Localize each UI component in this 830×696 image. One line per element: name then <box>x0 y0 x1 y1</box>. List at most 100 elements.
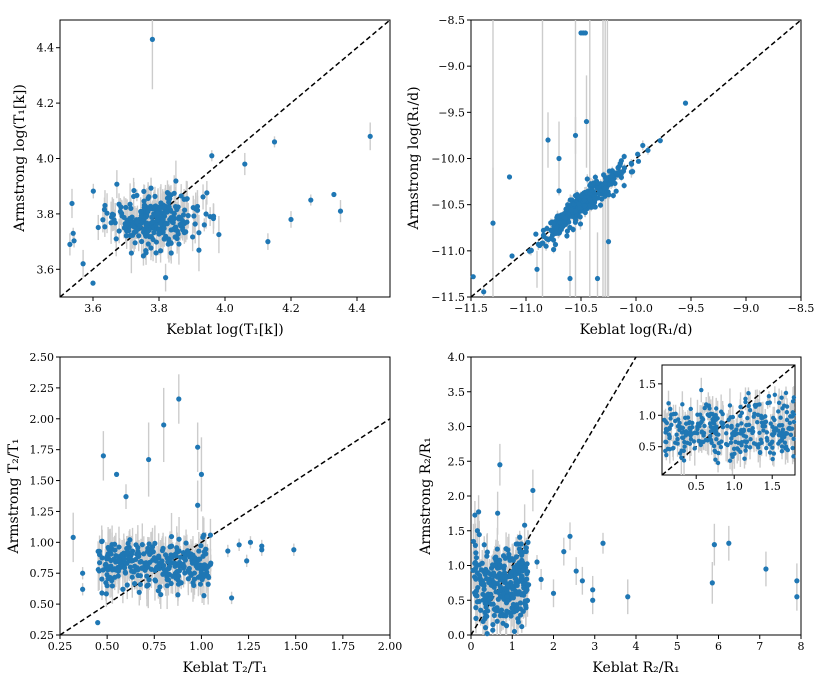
data-point <box>203 211 209 217</box>
data-point <box>80 261 86 267</box>
data-point <box>186 569 193 576</box>
y-tick-label: 1.5 <box>448 525 466 538</box>
data-point <box>785 447 790 453</box>
data-point <box>491 580 497 586</box>
data-point <box>118 204 124 210</box>
data-point <box>781 430 786 436</box>
data-point <box>606 168 612 174</box>
data-point <box>497 462 503 468</box>
panel-radius-distance: −11.5 −11.0 −10.5 −10.0 −9.5 −9.0 −8.5 −11.5 −11… <box>406 14 814 338</box>
data-point <box>534 559 540 565</box>
data-point <box>766 394 772 399</box>
data-point <box>100 217 106 223</box>
data-point <box>699 429 705 434</box>
data-point <box>96 568 102 574</box>
data-point <box>570 226 576 233</box>
data-point <box>628 161 635 167</box>
data-point <box>473 588 480 594</box>
data-point <box>497 561 503 568</box>
data-point <box>113 471 120 477</box>
data-point <box>550 590 557 596</box>
data-point <box>191 559 197 565</box>
data-point <box>577 221 584 227</box>
data-point <box>601 172 607 178</box>
data-point <box>176 396 182 402</box>
data-point <box>129 574 135 580</box>
x-tick-label: 4.2 <box>282 302 300 315</box>
data-point <box>80 586 86 592</box>
data-point <box>628 169 634 175</box>
data-point <box>131 187 137 194</box>
data-point <box>543 243 549 249</box>
data-point <box>522 598 528 604</box>
data-point <box>259 543 265 549</box>
data-point <box>473 592 479 599</box>
data-point <box>196 556 202 562</box>
x-tick-label: 1.5 <box>763 480 781 493</box>
data-point <box>195 502 201 508</box>
data-point <box>472 542 478 548</box>
x-tick-label: 1.75 <box>331 640 356 653</box>
data-point <box>727 458 733 463</box>
y-tick-label: 4.0 <box>37 153 55 166</box>
data-point <box>691 439 697 444</box>
data-point <box>587 197 593 203</box>
y-tick-label: 1.75 <box>30 444 55 457</box>
data-point <box>109 567 115 573</box>
data-point <box>621 153 627 160</box>
data-point <box>135 567 141 573</box>
data-point <box>481 542 487 548</box>
data-point <box>194 203 201 210</box>
data-point <box>175 581 182 587</box>
data-point <box>784 417 790 423</box>
data-point <box>490 220 496 226</box>
data-point <box>198 471 205 477</box>
data-point <box>719 420 724 425</box>
data-point <box>208 560 214 566</box>
data-point <box>528 247 534 253</box>
data-point <box>491 573 497 579</box>
data-point <box>555 214 562 221</box>
data-point <box>673 418 678 424</box>
data-point <box>668 416 673 421</box>
data-point <box>741 427 746 432</box>
data-point <box>726 417 731 422</box>
data-point <box>473 576 479 582</box>
data-point <box>497 608 503 614</box>
data-point <box>573 568 579 574</box>
data-point <box>494 546 500 552</box>
data-point <box>582 209 588 216</box>
data-point <box>140 226 147 232</box>
data-point <box>196 230 202 236</box>
x-tick-label: 2 <box>550 640 557 653</box>
data-point <box>494 618 500 624</box>
data-point <box>506 174 513 180</box>
data-point <box>165 577 172 583</box>
data-point <box>590 181 596 187</box>
data-point <box>495 510 501 516</box>
data-point <box>579 578 585 584</box>
data-point <box>770 445 775 450</box>
data-point <box>613 188 619 194</box>
data-point <box>730 414 736 420</box>
data-point <box>191 213 197 219</box>
data-point <box>121 565 128 571</box>
data-point <box>519 573 525 580</box>
data-point <box>681 458 687 463</box>
data-point <box>164 583 170 589</box>
data-point <box>128 551 135 557</box>
data-point <box>127 233 133 239</box>
data-point <box>687 425 692 431</box>
data-point <box>141 198 147 204</box>
data-point <box>196 247 202 253</box>
data-point <box>515 541 521 547</box>
data-point <box>682 415 688 421</box>
data-point <box>556 155 562 162</box>
data-point <box>714 437 719 442</box>
data-point <box>688 433 693 438</box>
data-point <box>501 570 508 576</box>
data-point <box>779 444 785 449</box>
y-tick-label: 0.5 <box>639 441 657 454</box>
data-point <box>102 224 108 230</box>
data-point <box>770 424 775 430</box>
